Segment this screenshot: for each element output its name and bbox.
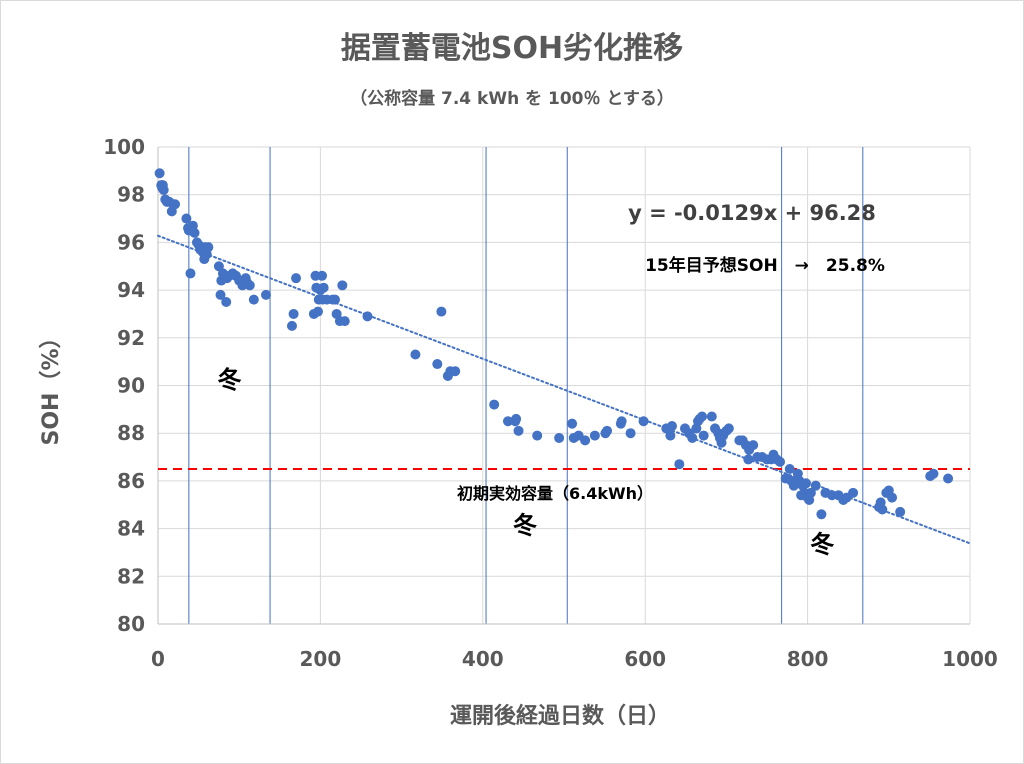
data-point <box>432 359 443 370</box>
y-tick-label: 90 <box>117 374 145 398</box>
x-tick-label: 600 <box>624 647 666 671</box>
y-tick-label: 98 <box>117 183 145 207</box>
data-point <box>450 366 461 377</box>
winter-labels: 冬冬冬 <box>217 366 834 559</box>
data-point <box>743 454 754 465</box>
data-point <box>312 306 323 317</box>
x-tick-label: 1000 <box>942 647 998 671</box>
data-point <box>286 320 297 331</box>
data-point <box>513 425 524 436</box>
data-point <box>291 273 302 284</box>
data-point <box>436 306 447 317</box>
data-point <box>674 459 685 470</box>
data-point <box>943 473 954 484</box>
chart-title: 据置蓄電池SOH劣化推移 <box>341 31 683 66</box>
data-point <box>260 289 271 300</box>
data-point <box>687 432 698 443</box>
data-point <box>666 421 677 432</box>
y-tick-label: 100 <box>103 135 145 159</box>
data-point <box>244 280 255 291</box>
data-point <box>158 184 169 195</box>
data-point <box>589 430 600 441</box>
data-point <box>784 463 795 474</box>
data-point <box>554 432 565 443</box>
data-point <box>189 227 200 238</box>
data-point <box>810 480 821 491</box>
winter-label: 冬 <box>513 511 537 539</box>
x-axis-label: 運開後経過日数（日） <box>450 703 670 729</box>
data-point <box>697 411 708 422</box>
data-point <box>638 416 649 427</box>
plot-axes <box>157 147 970 625</box>
y-tick-label: 80 <box>117 612 145 636</box>
data-point <box>185 268 196 279</box>
data-point <box>748 440 759 451</box>
trendline-group <box>157 234 971 545</box>
data-point <box>318 282 329 293</box>
data-point <box>698 430 709 441</box>
y-tick-label: 82 <box>117 564 145 588</box>
trendline-equation: y = -0.0129x + 96.28 <box>628 201 876 225</box>
data-point <box>288 308 299 319</box>
data-point <box>895 506 906 517</box>
data-point <box>567 418 578 429</box>
data-point <box>203 242 214 253</box>
y-tick-label: 94 <box>117 278 145 302</box>
data-point <box>805 487 816 498</box>
data-point <box>330 294 341 305</box>
data-point <box>723 423 734 434</box>
y-axis-label: SOH（%） <box>39 326 64 445</box>
data-point <box>625 428 636 439</box>
data-point <box>706 411 717 422</box>
data-point <box>774 456 785 467</box>
data-point <box>877 504 888 515</box>
winter-label: 冬 <box>217 366 241 394</box>
x-tick-label: 400 <box>462 647 504 671</box>
data-point <box>616 416 627 427</box>
x-tick-label: 800 <box>787 647 829 671</box>
chart-subtitle: （公称容量 7.4 kWh を 100％ とする） <box>350 88 674 109</box>
data-point <box>339 316 350 327</box>
data-point <box>816 509 827 520</box>
data-points <box>154 168 954 520</box>
data-point <box>532 430 543 441</box>
data-point <box>887 492 898 503</box>
data-point <box>511 413 522 424</box>
data-point <box>215 289 226 300</box>
data-point <box>248 294 259 305</box>
reference-line-label: 初期実効容量（6.4kWh） <box>457 484 653 503</box>
data-point <box>337 280 348 291</box>
y-tick-label: 92 <box>117 326 145 350</box>
data-point <box>928 468 939 479</box>
data-point <box>362 311 373 322</box>
data-point <box>181 213 192 224</box>
trendline <box>157 234 971 545</box>
data-point <box>154 168 165 179</box>
y-tick-label: 86 <box>117 469 145 493</box>
data-point <box>170 199 181 210</box>
prediction-label: 15年目予想SOH → 25.8% <box>645 255 885 276</box>
data-point <box>580 435 591 446</box>
data-point <box>848 487 859 498</box>
data-point <box>221 297 232 308</box>
data-point <box>489 399 500 410</box>
data-point <box>602 425 613 436</box>
x-tick-label: 200 <box>300 647 342 671</box>
winter-label: 冬 <box>810 530 834 558</box>
data-point <box>410 349 421 360</box>
y-tick-label: 88 <box>117 421 145 445</box>
y-tick-label: 84 <box>117 517 145 541</box>
data-point <box>665 430 676 441</box>
data-point <box>502 416 513 427</box>
x-tick-label: 0 <box>151 647 165 671</box>
y-tick-label: 96 <box>117 230 145 254</box>
data-point <box>800 478 811 489</box>
data-point <box>317 270 328 281</box>
